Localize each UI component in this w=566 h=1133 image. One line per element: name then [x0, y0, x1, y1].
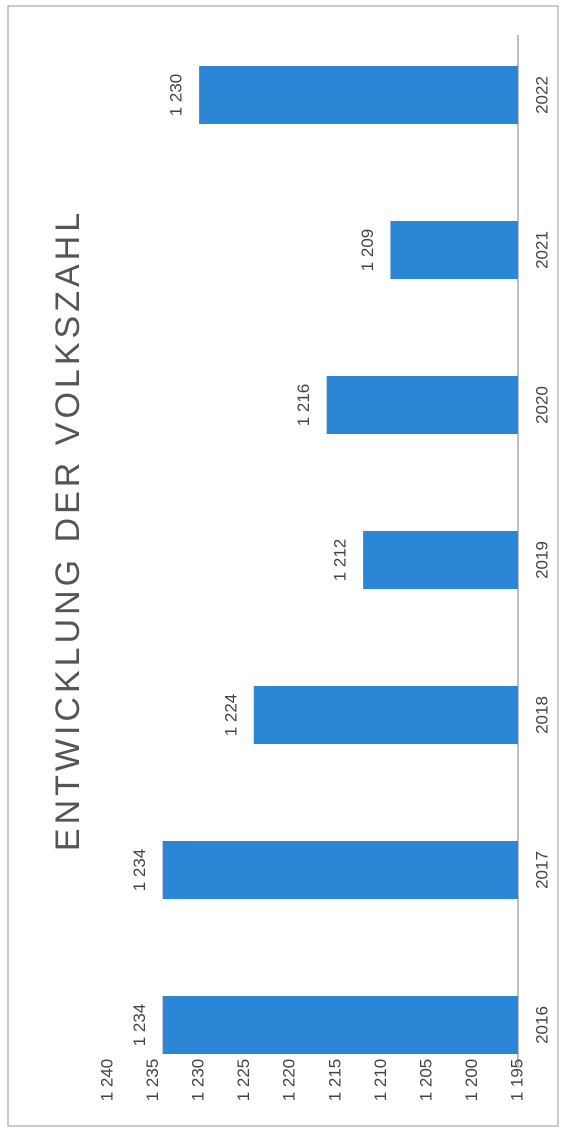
value-label: 1 230: [167, 74, 186, 117]
y-tick-label: 1 225: [234, 1059, 253, 1102]
bar: [390, 221, 518, 279]
x-tick-label: 2022: [532, 76, 551, 114]
value-label: 1 216: [294, 384, 313, 427]
x-tick-label: 2019: [532, 541, 551, 579]
bar: [326, 376, 518, 434]
bar: [162, 996, 518, 1054]
x-tick-label: 2018: [532, 696, 551, 734]
value-label: 1 212: [331, 539, 350, 582]
bar: [162, 841, 518, 899]
bar: [363, 531, 518, 589]
y-tick-label: 1 240: [97, 1059, 116, 1102]
bar: [253, 686, 518, 744]
y-tick-label: 1 215: [325, 1059, 344, 1102]
y-tick-label: 1 220: [280, 1059, 299, 1102]
value-label: 1 234: [130, 1004, 149, 1047]
value-label: 1 224: [221, 694, 240, 737]
x-tick-label: 2020: [532, 386, 551, 424]
y-tick-label: 1 230: [189, 1059, 208, 1102]
x-tick-label: 2017: [532, 851, 551, 889]
x-tick-label: 2021: [532, 231, 551, 269]
frame: [7, 5, 559, 1127]
y-tick-label: 1 200: [462, 1059, 481, 1102]
y-tick-label: 1 210: [371, 1059, 390, 1102]
value-label: 1 209: [358, 229, 377, 272]
y-tick-label: 1 195: [507, 1059, 526, 1102]
y-tick-label: 1 205: [416, 1059, 435, 1102]
value-label: 1 234: [130, 849, 149, 892]
y-tick-label: 1 235: [143, 1059, 162, 1102]
bar: [199, 66, 518, 124]
chart-title: ENTWICKLUNG DER VOLKSZAHL: [49, 209, 87, 851]
x-tick-label: 2016: [532, 1006, 551, 1044]
